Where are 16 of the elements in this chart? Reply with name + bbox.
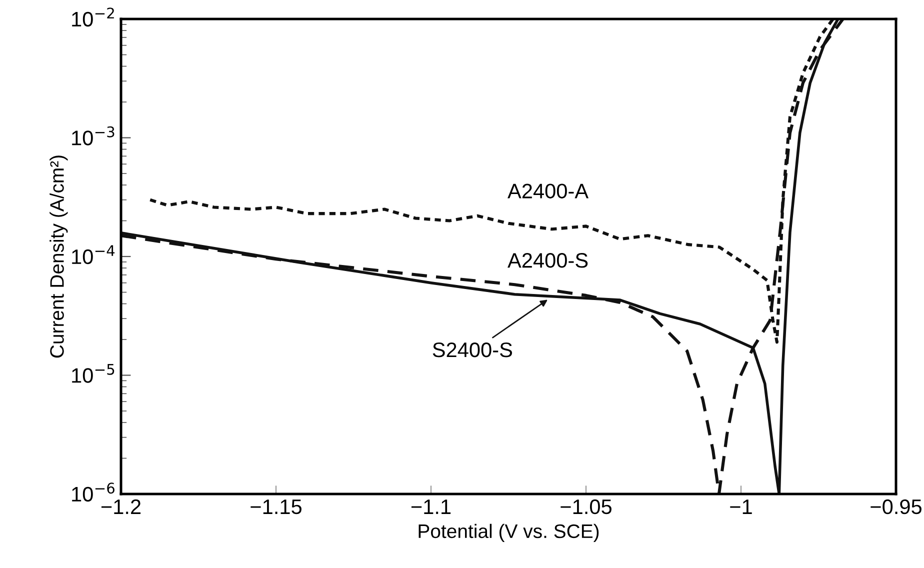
- y-tick-label: 10$^{−3}$: [72, 126, 114, 146]
- x-axis-title: Potential (V vs. SCE): [418, 524, 599, 542]
- x-tick-label: −1.05: [560, 499, 612, 514]
- annotation: A2400-S: [508, 253, 588, 268]
- y-tick-label: 10$^{−6}$: [72, 482, 114, 502]
- annotation: S2400-S: [432, 342, 512, 358]
- y-tick-label: 10$^{−4}$: [72, 245, 115, 264]
- x-tick-label: −1.15: [250, 500, 302, 514]
- annotation: A2400-A: [508, 184, 589, 198]
- y-tick-label: 10$^{−5}$: [72, 364, 114, 383]
- x-tick-label: −1.2: [101, 499, 141, 514]
- y-axis-title: Current Density (A/cm²): [50, 156, 68, 358]
- y-tick-label: 10$^{−2}$: [72, 8, 114, 27]
- x-tick-label: −0.95: [870, 499, 922, 514]
- x-tick-label: −1.1: [411, 500, 451, 514]
- x-tick-label: −1: [730, 500, 752, 514]
